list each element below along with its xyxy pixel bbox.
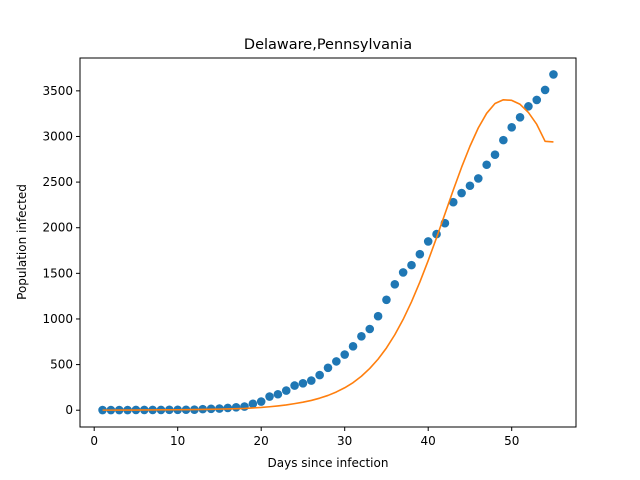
- scatter-point: [515, 113, 525, 122]
- y-tick-label: 3000: [42, 129, 73, 143]
- y-tick-label: 2000: [42, 221, 73, 235]
- x-axis-label: Days since infection: [268, 456, 389, 470]
- x-tick-label: 0: [90, 434, 98, 448]
- scatter-point: [273, 389, 283, 399]
- y-tick-label: 0: [65, 403, 73, 417]
- y-axis-label: Population infected: [15, 184, 29, 300]
- scatter-point: [373, 311, 383, 321]
- scatter-point: [306, 376, 316, 385]
- scatter-point: [415, 249, 425, 259]
- x-axis-ticks: 0 10 20 30 40 50: [90, 427, 519, 448]
- scatter-point: [407, 260, 416, 270]
- scatter-point: [524, 102, 533, 111]
- scatter-point: [448, 197, 458, 207]
- scatter-point: [465, 181, 475, 191]
- scatter-point: [332, 357, 341, 366]
- y-tick-label: 1000: [42, 312, 73, 326]
- y-axis-ticks: 0 500 1000 1500 2000 2500 3000 3500: [42, 84, 80, 417]
- y-tick-label: 3500: [42, 84, 73, 98]
- y-tick-label: 2500: [42, 175, 73, 189]
- scatter-point: [490, 150, 500, 160]
- scatter-point: [482, 160, 491, 170]
- scatter-point: [532, 95, 542, 105]
- scatter-point: [248, 399, 258, 409]
- x-tick-label: 30: [337, 434, 352, 448]
- chart-title: Delaware,Pennsylvania: [244, 37, 412, 53]
- scatter-point: [265, 392, 274, 401]
- y-tick-label: 1500: [42, 266, 73, 280]
- y-tick-label: 500: [50, 358, 73, 372]
- scatter-point: [256, 397, 266, 406]
- scatter-point: [348, 342, 358, 351]
- x-tick-label: 10: [170, 434, 185, 448]
- x-tick-label: 40: [421, 434, 436, 448]
- scatter-point: [507, 123, 517, 132]
- scatter-point: [281, 386, 291, 395]
- scatter-point: [357, 332, 366, 341]
- scatter-point: [298, 378, 308, 388]
- x-tick-label: 20: [254, 434, 269, 448]
- scatter-point: [315, 370, 324, 380]
- scatter-point: [382, 295, 391, 305]
- scatter-point: [423, 237, 433, 246]
- scatter-point: [223, 403, 233, 413]
- scatter-point: [290, 381, 299, 390]
- scatter-point: [549, 70, 558, 79]
- scatter-point: [323, 363, 333, 373]
- scatter-point: [499, 135, 508, 145]
- scatter-point: [474, 174, 483, 183]
- scatter-point: [98, 405, 107, 415]
- model-line: [102, 98, 554, 411]
- axes-frame: [79, 57, 577, 428]
- scatter-point: [540, 85, 550, 95]
- scatter-point: [240, 402, 249, 411]
- x-tick-label: 50: [504, 434, 519, 448]
- plot-area: [98, 70, 558, 415]
- scatter-point: [365, 324, 375, 334]
- scatter-point: [457, 188, 466, 198]
- scatter-point: [398, 268, 408, 277]
- scatter-point: [390, 279, 400, 289]
- scatter-point: [340, 350, 350, 359]
- scatter-point: [231, 402, 241, 412]
